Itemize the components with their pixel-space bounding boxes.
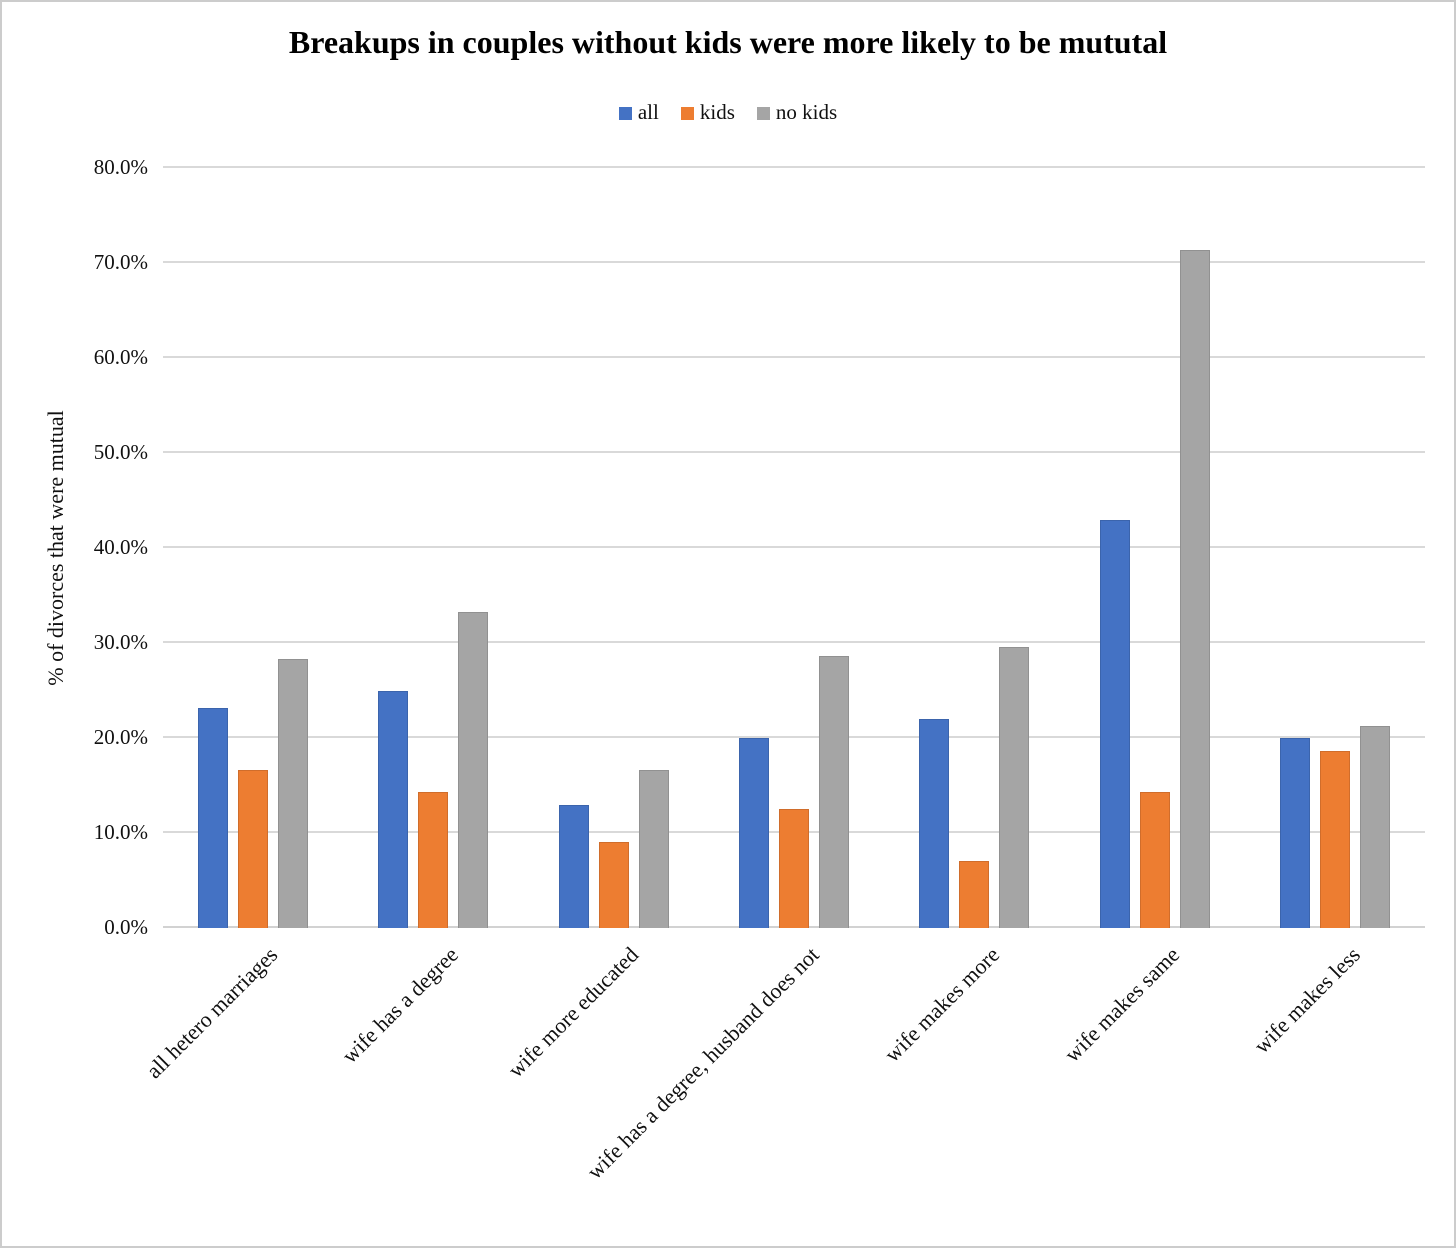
legend-label-kids: kids — [699, 100, 735, 124]
bar-no-kids — [458, 611, 489, 928]
legend-label-all: all — [637, 100, 659, 124]
plot-area: all hetero marriages wife has a degree wif… — [142, 166, 1425, 1184]
bar-no-kids — [999, 646, 1030, 928]
bar-no-kids — [278, 659, 309, 928]
gridline — [163, 451, 1425, 453]
bar-group — [704, 168, 884, 928]
bar-group — [343, 168, 523, 928]
bar-group — [163, 168, 343, 928]
x-category-label: all hetero marriages — [141, 942, 283, 1084]
bar-all — [738, 738, 769, 928]
x-category-label: wife makes less — [1248, 942, 1365, 1059]
bar-no-kids — [818, 656, 849, 928]
bar-all — [378, 690, 409, 928]
y-tick-label: 10.0% — [93, 820, 148, 844]
gridline — [163, 546, 1425, 548]
y-tick-label: 0.0% — [104, 915, 148, 939]
bar-no-kids — [1179, 249, 1210, 928]
bar-kids — [959, 860, 990, 928]
bar-group — [884, 168, 1064, 928]
legend-swatch-kids — [680, 107, 694, 120]
x-category-label: wife makes more — [879, 942, 1004, 1067]
bar-kids — [778, 809, 809, 928]
y-tick-label: 70.0% — [93, 250, 148, 274]
bar-kids — [1319, 751, 1350, 928]
x-category-label: wife makes same — [1059, 942, 1185, 1067]
bar-kids — [238, 770, 269, 928]
gridline — [163, 166, 1425, 168]
bar-group — [1245, 168, 1425, 928]
y-tick-label: 80.0% — [93, 155, 148, 179]
bar-all — [1279, 738, 1310, 928]
bar-all — [919, 719, 950, 928]
y-tick-label: 40.0% — [93, 535, 148, 559]
legend: all kids no kids — [0, 100, 1456, 125]
y-tick-label: 20.0% — [93, 725, 148, 749]
gridline — [163, 261, 1425, 263]
y-axis-tick-labels: 0.0% 10.0% 20.0% 30.0% 40.0% 50.0% 60.0% 70.0% 8… — [0, 155, 148, 939]
bar-kids — [1139, 792, 1170, 928]
gridline — [163, 641, 1425, 643]
y-tick-label: 30.0% — [93, 630, 148, 654]
bar-all — [198, 707, 229, 928]
legend-item-all: all — [618, 100, 659, 125]
legend-swatch-all — [618, 107, 632, 120]
bar-all — [1099, 520, 1130, 928]
gridline — [163, 736, 1425, 738]
legend-item-no-kids: no kids — [756, 100, 838, 125]
bar-all — [558, 804, 589, 928]
bar-group — [1064, 168, 1244, 928]
chart-title: Breakups in couples without kids were mo… — [288, 24, 1168, 60]
x-category-label: wife has a degree — [337, 942, 464, 1069]
y-tick-label: 60.0% — [93, 345, 148, 369]
y-tick-label: 50.0% — [93, 440, 148, 464]
bar-group — [524, 168, 704, 928]
bar-kids — [598, 841, 629, 928]
bar-kids — [418, 792, 449, 928]
legend-label-no-kids: no kids — [775, 100, 838, 124]
bar-no-kids — [638, 770, 669, 928]
legend-swatch-no-kids — [756, 107, 770, 120]
bar-no-kids — [1359, 725, 1390, 928]
x-category-label: wife more educated — [503, 942, 644, 1083]
legend-item-kids: kids — [680, 100, 735, 125]
gridline — [163, 356, 1425, 358]
